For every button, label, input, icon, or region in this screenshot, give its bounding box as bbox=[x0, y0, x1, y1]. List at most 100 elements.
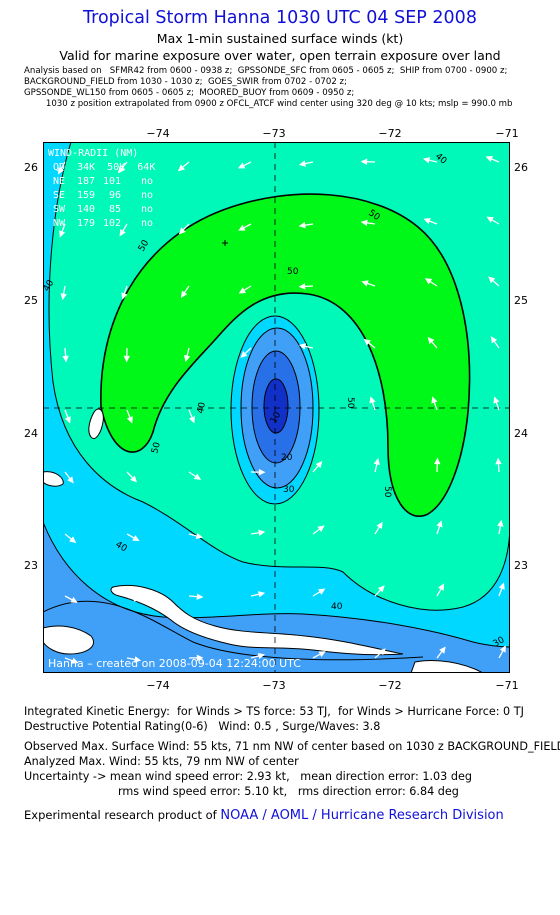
svg-text:101: 101 bbox=[103, 176, 121, 187]
contour-label: 40 bbox=[331, 602, 343, 612]
wind-vector-head bbox=[257, 591, 266, 598]
wind-vector-head bbox=[485, 156, 493, 162]
wind-vector-head bbox=[238, 224, 246, 231]
wind-vector-head bbox=[495, 457, 502, 465]
wind-vector-head bbox=[132, 535, 140, 542]
analysis-line: 1030 z position extrapolated from 0900 z… bbox=[24, 99, 513, 109]
wind-vector-head bbox=[377, 585, 385, 593]
lon-tick-bottom: −74 bbox=[146, 679, 170, 692]
wind-vector-head bbox=[488, 276, 496, 284]
validity-note: Valid for marine exposure over water, op… bbox=[59, 48, 501, 63]
contour-label: 40 bbox=[196, 401, 208, 414]
svg-text:85: 85 bbox=[109, 204, 121, 215]
wind-vector-head bbox=[69, 536, 77, 544]
contour-line bbox=[43, 600, 424, 661]
svg-text:SE: SE bbox=[53, 190, 65, 201]
wind-vector-head bbox=[360, 158, 368, 165]
wind-vector-head bbox=[436, 520, 443, 528]
wind-vector-head bbox=[59, 230, 66, 238]
lat-tick-right: 26 bbox=[514, 161, 528, 174]
wind-vector-head bbox=[298, 343, 306, 350]
wind-vector-head bbox=[498, 582, 505, 590]
contour-line bbox=[43, 521, 510, 648]
wind-vector-head bbox=[134, 656, 142, 663]
ike-line: Integrated Kinetic Energy: for Winds > T… bbox=[24, 705, 524, 718]
wind-vector-head bbox=[257, 652, 266, 660]
svg-text:no: no bbox=[141, 204, 153, 215]
wind-vector-head bbox=[67, 476, 74, 484]
product-credit: Experimental research product of NOAA / … bbox=[24, 808, 504, 823]
wind-vector-head bbox=[499, 645, 506, 653]
svg-text:SW: SW bbox=[53, 204, 66, 215]
wind-vector-head bbox=[439, 646, 446, 654]
wind-vector-head bbox=[123, 355, 130, 363]
wind-vector-head bbox=[133, 595, 141, 602]
wind-vector-head bbox=[60, 293, 67, 301]
wind-vector-head bbox=[196, 654, 204, 662]
band-50-60 bbox=[100, 194, 470, 517]
wind-vector-head bbox=[177, 164, 186, 172]
wind-vector-head bbox=[369, 396, 376, 404]
contour-label: 30 bbox=[283, 485, 295, 495]
uncertainty-rms: rms wind speed error: 5.10 kt, rms direc… bbox=[118, 785, 459, 798]
wind-vector-head bbox=[240, 351, 248, 358]
wind-vector-head bbox=[378, 648, 386, 656]
contour-line bbox=[48, 142, 510, 611]
lat-tick-right: 25 bbox=[514, 294, 528, 307]
wind-vector-head bbox=[423, 218, 431, 225]
wind-vector-head bbox=[183, 354, 191, 363]
wind-vector-head bbox=[237, 162, 246, 169]
wind-vector-head bbox=[486, 216, 494, 223]
wind-vector-head bbox=[196, 593, 204, 600]
svg-text:187: 187 bbox=[77, 176, 95, 187]
contour-label: 50 bbox=[345, 397, 355, 409]
observed-max-wind: Observed Max. Surface Wind: 55 kts, 71 n… bbox=[24, 740, 560, 753]
wind-vector-head bbox=[315, 460, 323, 469]
aoml-link[interactable]: NOAA / AOML / Hurricane Research Divisio… bbox=[220, 808, 504, 823]
wind-vector-head bbox=[117, 166, 125, 174]
svg-text:NW: NW bbox=[53, 218, 66, 229]
map-credit: Hanna – created on 2008-09-04 12:24:00 U… bbox=[48, 657, 301, 670]
wind-vector-head bbox=[121, 292, 128, 300]
svg-text:159: 159 bbox=[77, 190, 95, 201]
wind-vector-head bbox=[298, 160, 306, 167]
wind-vector-head bbox=[178, 227, 186, 235]
product-prefix: Experimental research product of bbox=[24, 808, 221, 822]
svg-text:140: 140 bbox=[77, 204, 95, 215]
contour-line bbox=[230, 315, 320, 505]
contour-line bbox=[251, 350, 301, 464]
svg-text:NE: NE bbox=[53, 176, 65, 187]
lat-tick-left: 25 bbox=[24, 294, 38, 307]
analysis-line: BACKGROUND_FIELD from 1030 - 1030 z; GOE… bbox=[24, 77, 347, 87]
wind-vector-head bbox=[258, 468, 266, 476]
destructive-potential: Destructive Potential Rating(0-6) Wind: … bbox=[24, 720, 381, 733]
wind-vector-head bbox=[363, 338, 371, 346]
uncertainty-mean: Uncertainty -> mean wind speed error: 2.… bbox=[24, 770, 472, 783]
wind-vector-head bbox=[317, 525, 325, 532]
wind-vector-head bbox=[238, 287, 247, 294]
wind-radii-row: NE 187 101 no bbox=[53, 176, 153, 187]
wind-vector-head bbox=[497, 519, 504, 527]
analysis-line: GPSSONDE_WL150 from 0605 - 0605 z; MOORE… bbox=[24, 88, 355, 98]
lon-tick-top: −74 bbox=[146, 127, 170, 140]
band-0-10-inner bbox=[264, 379, 288, 433]
wind-vector-head bbox=[62, 355, 69, 363]
lat-tick-right: 23 bbox=[514, 559, 528, 572]
contour-line bbox=[263, 378, 289, 434]
map-subtitle: Max 1-min sustained surface winds (kt) bbox=[156, 31, 404, 46]
wind-vector-head bbox=[490, 336, 498, 344]
wind-radii-row: NW 179 102 no bbox=[53, 218, 153, 229]
svg-text:no: no bbox=[141, 190, 153, 201]
wind-field-map: 40 50 50 50 50 50 40 40 40 30 30 20 10 4… bbox=[43, 142, 510, 673]
wind-vector-head bbox=[376, 521, 383, 530]
wind-vector-head bbox=[188, 416, 195, 424]
wind-radii-header: WIND-RADII (NM) bbox=[48, 148, 138, 159]
wind-radii-columns: QD 34K 50K 64K bbox=[53, 162, 155, 173]
wind-vector-head bbox=[71, 657, 79, 664]
svg-text:179: 179 bbox=[77, 218, 95, 229]
wind-vector-head bbox=[70, 596, 78, 603]
wind-vector-head bbox=[434, 457, 441, 465]
wind-vector-head bbox=[373, 457, 380, 466]
wind-vector-head bbox=[195, 532, 204, 540]
svg-text:96: 96 bbox=[109, 190, 121, 201]
